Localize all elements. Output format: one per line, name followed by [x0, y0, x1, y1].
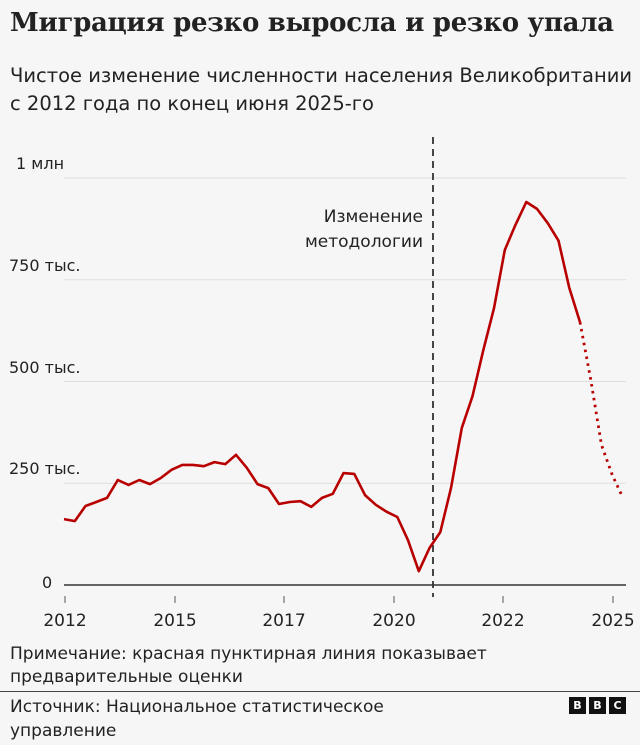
x-tick-label: 2012 — [43, 611, 87, 631]
x-tick-label: 2025 — [591, 611, 635, 631]
chart-subtitle: Чистое изменение численности населения В… — [10, 64, 633, 115]
y-tick-label: 750 тыс. — [9, 255, 81, 275]
source-text: Источник: Национальное статистическое уп… — [10, 697, 384, 741]
annotation-line-2: методологии — [304, 232, 423, 252]
annotation-line-1: Изменение — [323, 207, 423, 227]
y-tick-label: 0 — [42, 573, 53, 592]
footnote: Примечание: красная пунктирная линия пок… — [10, 644, 487, 687]
methodology-annotation: Изменение методологии — [305, 205, 423, 255]
y-tick-label: 500 тыс. — [9, 357, 81, 377]
y-tick-label: 250 тыс. — [9, 459, 81, 479]
x-tick-label: 2015 — [153, 611, 197, 631]
footer-divider — [0, 691, 640, 692]
chart-title: Миграция резко выросла и резко упала — [10, 8, 614, 38]
x-tick-label: 2020 — [372, 611, 416, 631]
series-line-dotted — [578, 321, 625, 499]
bbc-logo-letter: C — [609, 697, 626, 714]
x-tick-label: 2017 — [262, 611, 306, 631]
bbc-logo: B B C — [569, 697, 626, 714]
bbc-logo-letter: B — [569, 697, 586, 714]
y-tick-label: 1 млн — [16, 154, 65, 173]
gridlines — [64, 177, 626, 484]
x-tick-label: 2022 — [481, 611, 525, 631]
bbc-logo-letter: B — [589, 697, 606, 714]
x-axis — [64, 584, 626, 603]
series-line-solid — [63, 200, 582, 573]
